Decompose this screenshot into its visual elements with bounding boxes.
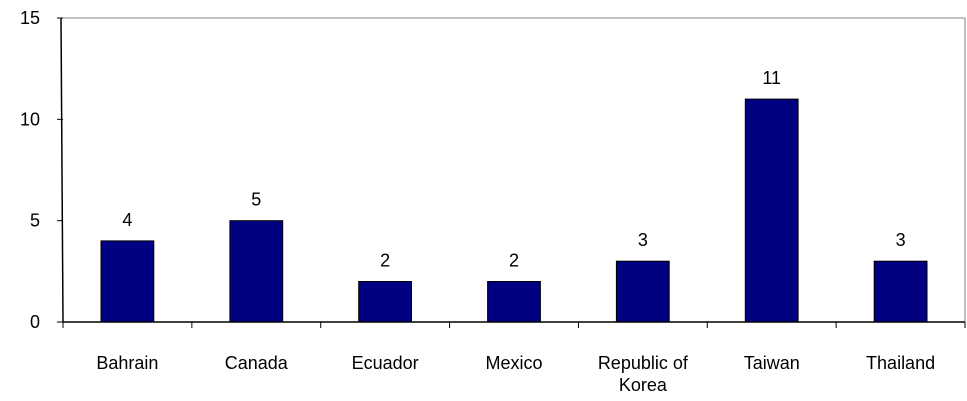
x-tick-label: Bahrain <box>96 353 158 373</box>
y-axis-line <box>60 17 64 323</box>
bar-canada <box>229 220 284 323</box>
data-label: 3 <box>638 230 648 250</box>
x-tick-label: Thailand <box>866 353 935 373</box>
plot-frame <box>63 17 966 322</box>
data-label: 4 <box>122 210 132 230</box>
data-label: 5 <box>251 190 261 210</box>
data-label: 2 <box>380 250 390 270</box>
y-tick-label: 15 <box>20 8 40 28</box>
labels: 0 5 10 15 Bahrain Canada Ecuador Mexico Republic… <box>20 8 935 395</box>
bar-mexico <box>487 281 541 323</box>
y-tick-label: 0 <box>30 312 40 332</box>
x-tick-label: Republic of Korea <box>598 353 689 395</box>
bar-bahrain <box>100 240 155 323</box>
data-label: 3 <box>896 230 906 250</box>
x-tick-label: Canada <box>225 353 289 373</box>
x-tick-label: Ecuador <box>352 353 419 373</box>
bar-ecuador <box>358 281 413 323</box>
y-tick-label: 10 <box>20 109 40 129</box>
bar-republic-of-korea <box>615 260 670 323</box>
x-tick-label: Mexico <box>485 353 542 373</box>
axes <box>57 17 966 328</box>
bar-taiwan <box>744 98 799 323</box>
data-label: 11 <box>762 68 781 88</box>
bar-thailand <box>873 260 928 323</box>
y-tick-label: 5 <box>30 211 40 231</box>
data-label: 2 <box>509 250 519 270</box>
x-tick-label: Taiwan <box>744 353 800 373</box>
bars <box>100 98 928 323</box>
